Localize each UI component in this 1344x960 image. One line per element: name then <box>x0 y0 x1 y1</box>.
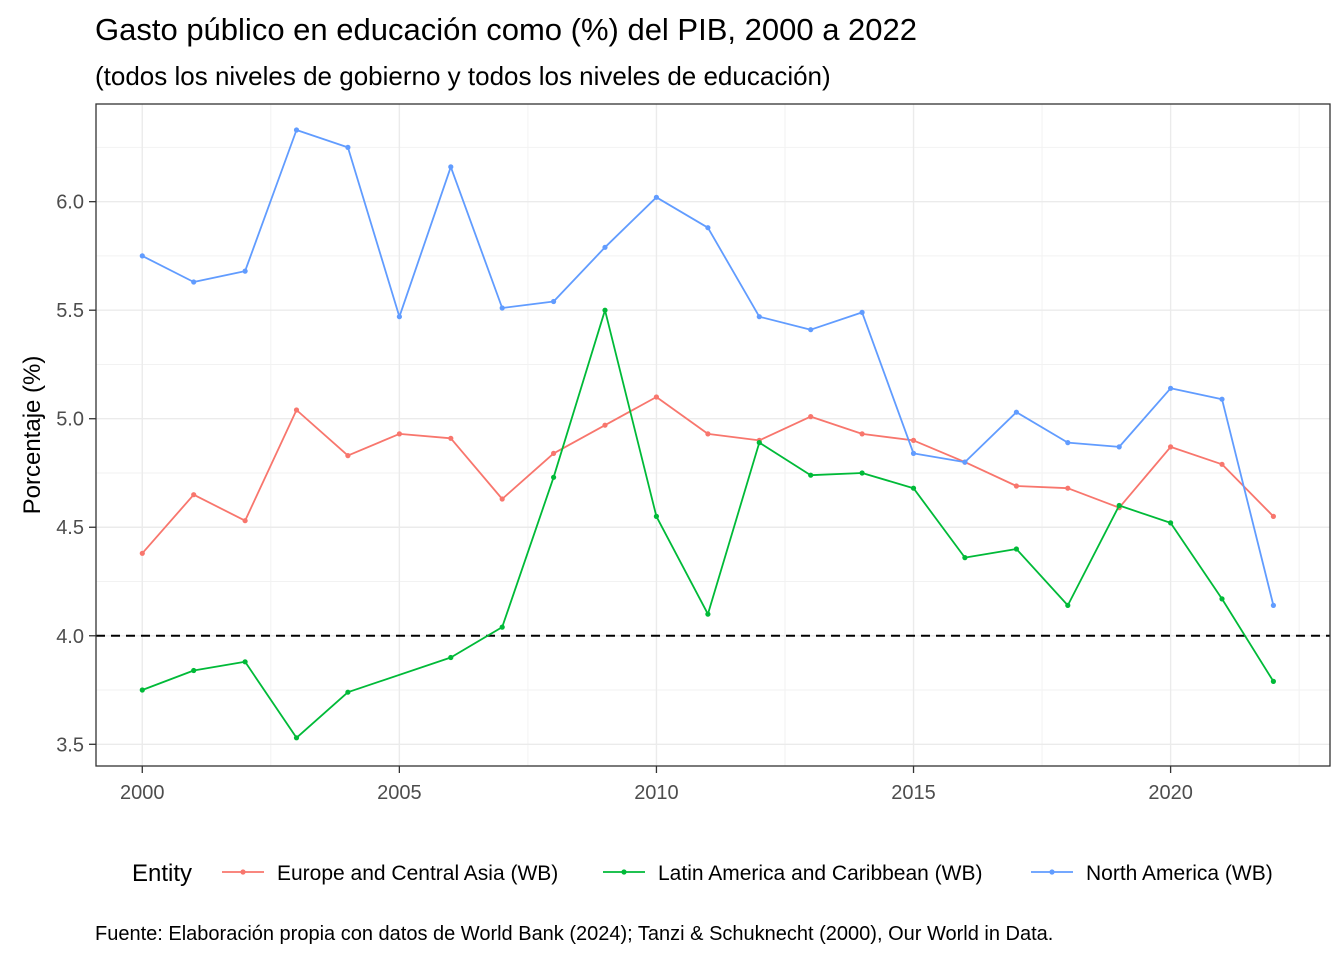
data-point <box>448 654 454 661</box>
chart-title: Gasto público en educación como (%) del … <box>95 12 917 47</box>
data-point <box>242 518 248 524</box>
data-point <box>448 435 454 441</box>
grid-major <box>96 104 1330 766</box>
data-point <box>1219 461 1225 467</box>
data-point <box>705 225 711 231</box>
data-point <box>191 667 197 674</box>
data-point <box>396 314 402 320</box>
legend-label: North America (WB) <box>1086 862 1273 885</box>
data-point <box>653 513 660 520</box>
data-point <box>293 407 300 413</box>
data-point <box>1168 444 1174 450</box>
data-point <box>1270 513 1276 520</box>
data-point <box>808 414 814 420</box>
plot-border <box>95 103 1331 767</box>
data-point <box>705 431 711 437</box>
data-point <box>242 659 248 665</box>
data-point <box>345 689 351 695</box>
x-tick-label: 2020 <box>1148 782 1193 804</box>
data-point <box>293 735 300 741</box>
data-point <box>756 314 762 320</box>
data-point <box>808 472 814 478</box>
data-point <box>859 309 865 315</box>
y-tick-label: 6.0 <box>56 192 84 214</box>
legend-title: Entity <box>132 860 192 887</box>
data-point <box>1013 483 1020 489</box>
y-tick-label: 5.0 <box>56 409 84 431</box>
legend: Europe and Central Asia (WB) Latin Americ… <box>222 862 1273 885</box>
data-point <box>396 431 402 437</box>
data-point <box>242 268 248 274</box>
legend-key-point <box>240 869 246 875</box>
x-tick-label: 2005 <box>377 782 422 804</box>
data-point <box>859 431 865 437</box>
data-point <box>1270 602 1276 609</box>
x-tick-label: 2015 <box>891 782 936 804</box>
series-group <box>139 307 1276 741</box>
data-point <box>602 422 608 428</box>
data-point <box>1168 385 1174 391</box>
data-point <box>653 394 660 400</box>
data-point <box>345 144 351 150</box>
series-line <box>141 309 1275 739</box>
data-point <box>602 307 608 313</box>
x-axis: 2000 2005 2010 2015 2020 <box>120 766 1193 804</box>
data-point <box>756 440 762 446</box>
data-point <box>551 474 557 480</box>
data-point <box>499 496 505 502</box>
y-tick-label: 3.5 <box>56 734 84 756</box>
data-point <box>1116 444 1122 450</box>
data-point <box>1065 440 1071 446</box>
data-point <box>808 327 814 333</box>
data-point <box>499 305 505 311</box>
y-tick-label: 4.5 <box>56 517 84 539</box>
data-point <box>602 244 608 250</box>
series-layer <box>139 127 1276 741</box>
x-tick-label: 2000 <box>120 782 165 804</box>
data-point <box>1116 502 1122 509</box>
data-point <box>962 459 968 465</box>
data-point <box>1168 520 1174 526</box>
data-point <box>705 611 711 617</box>
data-point <box>962 555 968 561</box>
data-point <box>1065 485 1071 491</box>
data-point <box>910 485 917 491</box>
data-point <box>139 550 145 556</box>
data-point <box>345 453 351 459</box>
series-group <box>139 127 1276 609</box>
legend-label: Latin America and Caribbean (WB) <box>658 862 983 885</box>
legend-key-point <box>1049 869 1055 875</box>
data-point <box>448 164 454 170</box>
data-point <box>910 450 917 456</box>
data-point <box>1013 546 1020 552</box>
data-point <box>139 687 145 693</box>
data-point <box>293 127 300 133</box>
y-axis: 3.5 4.0 4.5 5.0 5.5 6.0 <box>56 192 96 756</box>
data-point <box>653 194 660 200</box>
data-point <box>1219 596 1225 602</box>
legend-key-point <box>621 869 627 875</box>
legend-label: Europe and Central Asia (WB) <box>277 862 558 885</box>
y-axis-title: Porcentaje (%) <box>19 356 46 515</box>
x-tick-label: 2010 <box>634 782 679 804</box>
data-point <box>551 298 557 305</box>
y-tick-label: 5.5 <box>56 300 84 322</box>
grid-minor <box>96 104 1330 766</box>
data-point <box>191 492 197 498</box>
data-point <box>1065 602 1071 609</box>
data-point <box>1219 396 1225 402</box>
data-point <box>551 450 557 456</box>
data-point <box>1013 409 1020 415</box>
data-point <box>191 279 197 285</box>
chart-subtitle: (todos los niveles de gobierno y todos l… <box>95 61 831 91</box>
data-point <box>910 437 917 443</box>
y-tick-label: 4.0 <box>56 626 84 648</box>
data-point <box>139 253 145 259</box>
data-point <box>859 470 865 476</box>
caption: Fuente: Elaboración propia con datos de … <box>95 923 1053 945</box>
data-point <box>499 624 505 630</box>
data-point <box>1270 678 1276 685</box>
